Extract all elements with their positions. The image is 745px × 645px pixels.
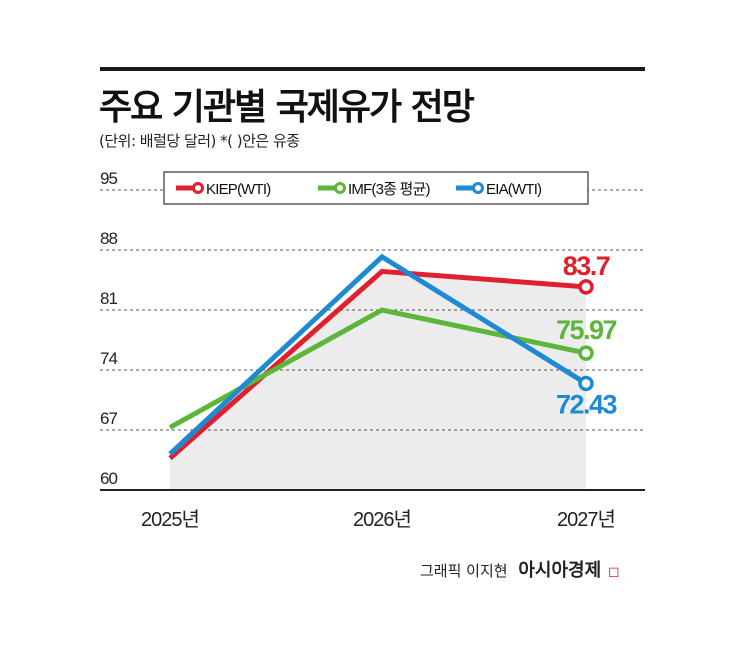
- credit: 그래픽 이지현 아시아경제 ◻: [420, 556, 620, 582]
- end-marker-kiep: [578, 279, 594, 295]
- series-line-kiep: [168, 268, 587, 461]
- x-tick-label: 2026년: [353, 508, 411, 531]
- credit-text: 그래픽 이지현: [420, 562, 508, 580]
- y-tick-label: 60: [100, 469, 117, 488]
- brand-name: 아시아경제: [518, 560, 602, 581]
- chart-subtitle: (단위: 배럴당 달러) *( )안은 유종: [99, 132, 300, 150]
- data-label-eia: 72.43: [556, 389, 618, 419]
- brand-logo-icon: ◻: [607, 564, 620, 580]
- end-marker-imf: [578, 345, 594, 361]
- data-label-imf: 75.97: [556, 315, 617, 345]
- y-tick-label: 81: [100, 289, 117, 308]
- legend-label-eia: EIA(WTI): [486, 181, 542, 198]
- series-line-eia: [168, 253, 588, 456]
- y-tick-label: 74: [100, 349, 117, 368]
- top-rule: [100, 67, 645, 71]
- data-label-kiep: 83.7: [563, 251, 610, 281]
- chart-title: 주요 기관별 국제유가 전망: [99, 87, 475, 128]
- legend-label-imf: IMF(3종 평균): [348, 181, 431, 198]
- background-area: [170, 271, 586, 490]
- end-marker-eia: [578, 375, 594, 392]
- legend-marker-kiep: [192, 182, 204, 194]
- legend-box: [163, 171, 589, 205]
- x-tick-label: 2027년: [557, 508, 615, 531]
- legend-marker-eia: [472, 182, 484, 194]
- y-tick-label: 67: [100, 409, 117, 428]
- y-tick-label: 88: [100, 229, 117, 248]
- legend-marker-imf: [334, 182, 346, 194]
- legend-label-kiep: KIEP(WTI): [206, 181, 271, 198]
- x-tick-label: 2025년: [141, 508, 199, 531]
- y-tick-label: 95: [100, 169, 117, 188]
